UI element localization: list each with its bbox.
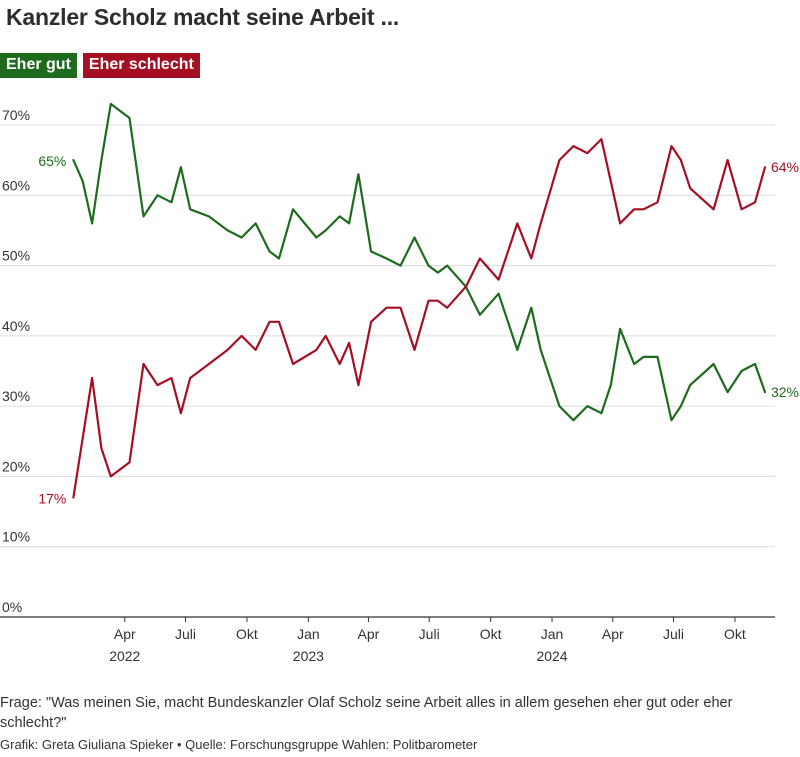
- source-credit: Grafik: Greta Giuliana Spieker • Quelle:…: [0, 737, 478, 752]
- series-end-label: 32%: [771, 384, 799, 400]
- series-start-label: 65%: [38, 153, 66, 169]
- legend-item-eher-gut: Eher gut: [0, 53, 77, 78]
- x-tick-label: Okt: [724, 626, 746, 642]
- x-tick-label: Jan: [541, 626, 564, 642]
- y-tick-label: 50%: [2, 248, 30, 264]
- legend: Eher gut Eher schlecht: [0, 53, 200, 78]
- chart-title: Kanzler Scholz macht seine Arbeit ...: [6, 4, 400, 30]
- x-tick-label: Okt: [480, 626, 502, 642]
- x-year-label: 2022: [109, 648, 140, 664]
- series-line-eher-schlecht: [72, 138, 767, 499]
- y-tick-label: 70%: [2, 107, 30, 123]
- series-end-label: 64%: [771, 159, 799, 175]
- y-tick-label: 60%: [2, 177, 30, 193]
- survey-question: Frage: "Was meinen Sie, macht Bundeskanz…: [0, 695, 733, 731]
- y-tick-label: 10%: [2, 529, 30, 545]
- x-tick-label: Apr: [114, 626, 136, 642]
- x-year-label: 2024: [536, 648, 567, 664]
- x-year-label: 2023: [293, 648, 324, 664]
- series-start-label: 17%: [38, 491, 66, 507]
- y-tick-label: 0%: [2, 599, 22, 615]
- series-line-eher-gut: [72, 102, 767, 422]
- x-tick-label: Juli: [419, 626, 440, 642]
- x-tick-label: Okt: [236, 626, 258, 642]
- x-tick-label: Jan: [297, 626, 320, 642]
- x-tick-label: Apr: [602, 626, 624, 642]
- line-chart: 0% 10% 20% 30% 40% 50% 60% 70% Apr 2022 Juli Okt Jan…: [0, 102, 799, 664]
- x-tick-label: Apr: [358, 626, 380, 642]
- y-tick-label: 30%: [2, 388, 30, 404]
- x-tick-label: Juli: [175, 626, 196, 642]
- x-tick-label: Juli: [663, 626, 684, 642]
- y-tick-label: 20%: [2, 458, 30, 474]
- y-tick-label: 40%: [2, 318, 30, 334]
- legend-item-eher-schlecht: Eher schlecht: [82, 53, 200, 78]
